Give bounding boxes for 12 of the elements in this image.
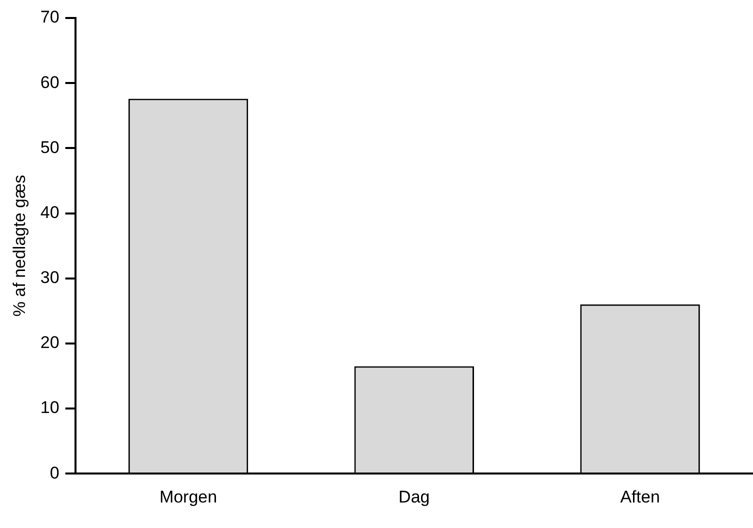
x-tick-label: Morgen bbox=[159, 487, 218, 506]
y-axis-title: % af nedlagte gæs bbox=[10, 174, 29, 317]
y-tick-label: 0 bbox=[50, 463, 60, 482]
x-tick-label: Dag bbox=[398, 487, 430, 506]
y-tick-label: 30 bbox=[40, 268, 60, 288]
x-tick-label: Aften bbox=[620, 487, 660, 506]
y-tick-label: 60 bbox=[40, 72, 60, 92]
y-tick-label: 70 bbox=[40, 8, 60, 27]
y-tick-label: 10 bbox=[40, 398, 60, 418]
y-tick-label: 20 bbox=[40, 333, 60, 352]
y-tick-label: 50 bbox=[40, 138, 60, 157]
y-tick-label: 40 bbox=[40, 202, 60, 222]
